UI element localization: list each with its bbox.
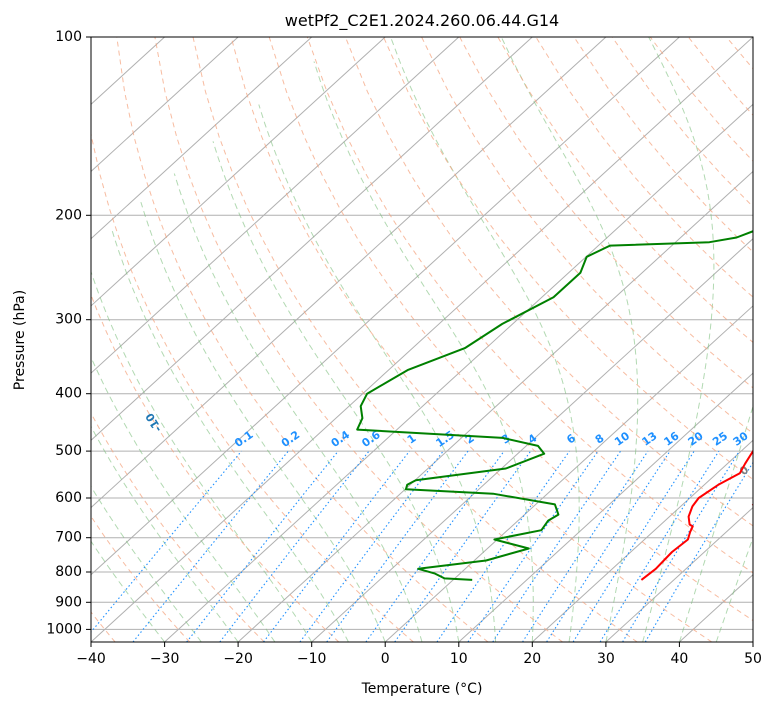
- moist-adiabat-6: [140, 201, 386, 642]
- temperature-profile-line: [640, 449, 753, 581]
- moist-adiabat-12: [500, 37, 639, 642]
- chart-title: wetPf2_C2E1.2024.260.06.44.G14: [285, 11, 559, 31]
- x-tick-label-9: 50: [744, 651, 762, 667]
- sounding-profiles: [356, 221, 753, 581]
- isotherm-16: [531, 439, 753, 642]
- dry-adiabats: [91, 37, 753, 642]
- isotherm-17: [605, 506, 753, 642]
- y-tick-label-9: 100: [55, 29, 82, 45]
- x-tick-label-3: −10: [297, 651, 327, 667]
- moist-adiabat-5: [110, 227, 349, 642]
- mixing-ratio-lines: [91, 450, 753, 642]
- moist-adiabat-4: [91, 270, 313, 642]
- isotherm-15: [458, 372, 753, 642]
- moist-adiabat-11: [390, 37, 580, 642]
- x-tick-label-1: −30: [150, 651, 180, 667]
- mixing-ratio-line-1: [132, 450, 289, 642]
- y-axis-ticks: 1000 900 800 700 600 500 400 300 200 100: [46, 29, 91, 637]
- mixing-ratio-line-11: [492, 450, 622, 642]
- mixing-ratio-line-0: [91, 450, 242, 633]
- x-axis-ticks: −40 −30 −20 −10 0 10 20 30 40 50: [76, 642, 762, 667]
- isotherm-12: [237, 170, 753, 642]
- dry-adiabat-8: [91, 412, 265, 642]
- y-tick-label-4: 600: [55, 490, 82, 506]
- mixing-ratio-line-4: [263, 450, 410, 642]
- moist-adiabat-9: [258, 104, 497, 642]
- y-tick-label-3: 700: [55, 530, 82, 546]
- isotherm-4: [91, 37, 313, 240]
- y-tick-label-2: 800: [55, 564, 82, 580]
- moist-adiabat-14: [678, 404, 753, 642]
- moist-adiabat-1: [91, 485, 202, 642]
- x-tick-label-4: 0: [381, 651, 390, 667]
- mixing-ratio-line-12: [522, 450, 649, 642]
- mixing-ratio-line-10: [467, 450, 599, 642]
- isotherm-3: [91, 37, 239, 173]
- y-tick-label-1: 900: [55, 594, 82, 610]
- isotherm-6: [91, 37, 460, 374]
- plot-frame: [90, 36, 754, 643]
- plot-area: -100-90-80-70-60-50-40-30-20-100.10.20.4…: [91, 37, 771, 642]
- moist-adiabat-10: [313, 61, 534, 642]
- dry-adiabat-9: [91, 293, 340, 642]
- mixing-ratio-line-2: [186, 450, 339, 642]
- isotherm-8: [91, 37, 607, 509]
- x-tick-label-5: 10: [450, 651, 468, 667]
- isotherm-11: [164, 103, 753, 642]
- grid-lines: [91, 37, 753, 642]
- y-tick-label-8: 200: [55, 207, 82, 223]
- dry-adiabat-7: [91, 515, 191, 642]
- mixing-ratio-line-16: [622, 450, 740, 642]
- dewpoint-profile-line: [356, 221, 753, 581]
- isotherm-5: [91, 37, 386, 307]
- dry-adiabat-15: [268, 37, 753, 622]
- isotherm-13: [311, 238, 753, 642]
- y-tick-label-5: 500: [55, 443, 82, 459]
- mixing-ratio-line-13: [546, 450, 671, 642]
- x-tick-label-0: −40: [76, 651, 106, 667]
- x-tick-label-7: 30: [597, 651, 615, 667]
- dry-adiabat-11: [116, 37, 489, 642]
- moist-adiabat-15: [715, 536, 753, 642]
- dry-adiabat-10: [91, 130, 414, 642]
- x-tick-label-8: 40: [670, 651, 688, 667]
- mixing-ratio-label-17: 36: [751, 429, 771, 449]
- mixing-ratio-line-9: [436, 450, 570, 642]
- dry-adiabat-20: [459, 37, 753, 389]
- mixing-ratio-line-7: [365, 450, 505, 642]
- mixing-ratio-line-6: [326, 450, 469, 642]
- moist-adiabats: [91, 37, 753, 642]
- dry-adiabat-16: [306, 37, 753, 574]
- x-tick-label-2: −20: [223, 651, 253, 667]
- isotherm-7: [91, 37, 533, 441]
- moist-adiabat-2: [91, 425, 239, 642]
- mixing-ratio-line-15: [599, 450, 720, 642]
- moist-adiabat-8: [212, 141, 460, 642]
- moist-adiabat-7: [173, 173, 423, 642]
- mixing-ratio-line-5: [299, 450, 444, 642]
- y-tick-label-7: 300: [55, 312, 82, 328]
- dry-adiabat-13: [192, 37, 638, 642]
- x-tick-label-6: 20: [523, 651, 541, 667]
- dry-adiabat-12: [154, 37, 563, 642]
- y-tick-label-6: 400: [55, 386, 82, 402]
- isotherm-9: [91, 37, 680, 576]
- moist-adiabat-label-1: 10: [749, 494, 769, 514]
- y-axis-title: Pressure (hPa): [12, 290, 28, 390]
- moist-adiabat-13: [642, 37, 715, 642]
- dry-adiabat-14: [230, 37, 713, 642]
- isotherm-14: [384, 305, 753, 642]
- dry-adiabat-21: [497, 37, 753, 344]
- dry-adiabat-17: [344, 37, 753, 527]
- y-tick-label-0: 1000: [46, 621, 82, 637]
- x-axis-title: Temperature (°C): [361, 681, 483, 697]
